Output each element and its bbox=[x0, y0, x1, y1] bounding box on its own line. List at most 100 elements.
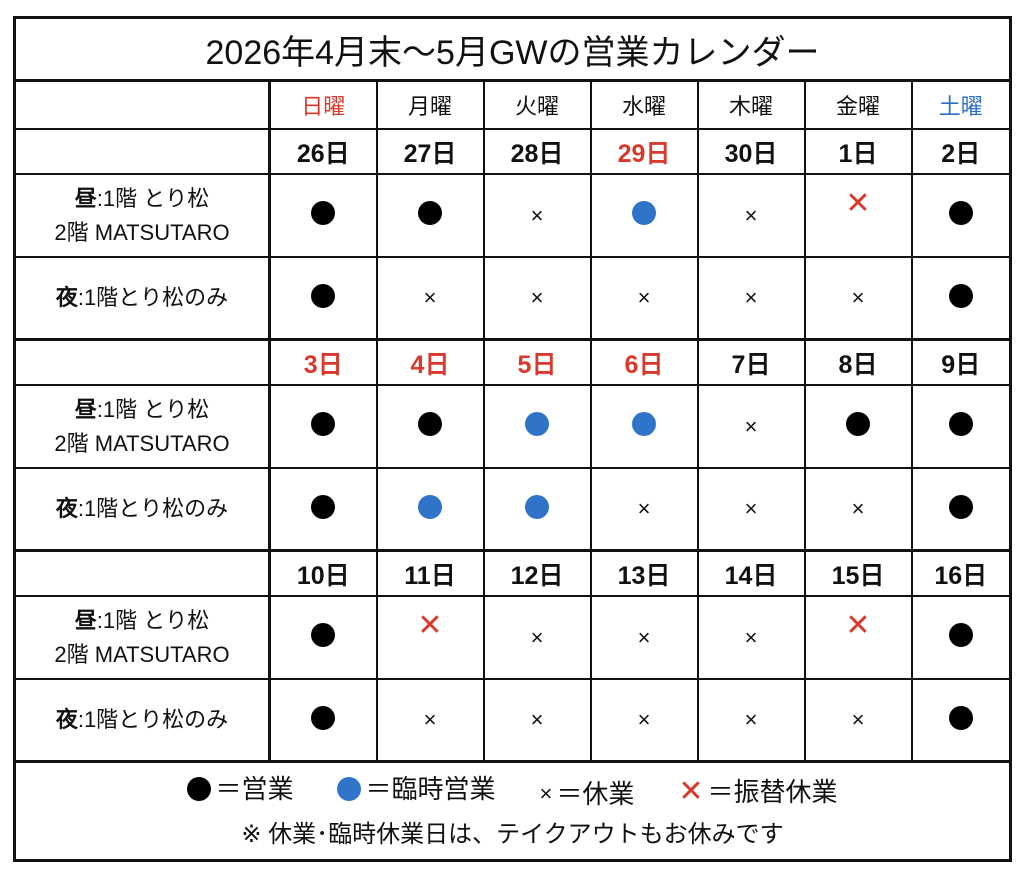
lunch-bold: 昼 bbox=[74, 607, 97, 633]
dinner-row: 夜:1階とり松のみ × × × × × bbox=[13, 256, 1012, 341]
date-cell: 16日 bbox=[910, 549, 1012, 597]
dinner-bold: 夜 bbox=[55, 707, 78, 732]
temporary-open-mark-icon bbox=[525, 412, 549, 436]
open-mark-icon bbox=[187, 776, 212, 801]
date-row: 10日 11日 12日 13日 14日 15日 16日 bbox=[13, 549, 1012, 597]
status-cell: × bbox=[589, 595, 699, 680]
date-cell: 11日 bbox=[375, 549, 485, 597]
status-cell: ✕ bbox=[803, 595, 913, 680]
status-cell bbox=[910, 256, 1012, 341]
status-cell bbox=[482, 467, 592, 552]
lunch-row: 昼:1階 とり松 2階 MATSUTARO × bbox=[13, 384, 1012, 469]
open-mark-icon bbox=[948, 623, 973, 647]
date-cell: 9日 bbox=[910, 338, 1012, 386]
closed-mark-icon: × bbox=[744, 707, 758, 732]
open-mark-icon bbox=[948, 283, 973, 308]
status-cell: × bbox=[696, 256, 806, 341]
weekday-header: 木曜 bbox=[696, 79, 806, 130]
status-cell: × bbox=[589, 467, 699, 552]
status-cell: × bbox=[589, 678, 699, 763]
date-row: 3日 4日 5日 6日 7日 8日 9日 bbox=[13, 338, 1012, 386]
lunch-label-line2: 2階 MATSUTARO bbox=[54, 641, 230, 667]
date-cell: 29日 bbox=[589, 128, 699, 175]
legend-label: ＝振替休業 bbox=[707, 776, 838, 807]
temporary-open-mark-icon bbox=[337, 776, 362, 801]
dinner-label: 夜:1階とり松のみ bbox=[13, 467, 271, 552]
closed-mark-icon: × bbox=[851, 707, 865, 732]
status-cell: × bbox=[803, 256, 913, 341]
closed-mark-icon: × bbox=[530, 707, 544, 732]
closed-mark-icon: × bbox=[530, 624, 544, 650]
weekday-header: 日曜 bbox=[268, 79, 378, 130]
substitute-closed-mark-icon: ✕ bbox=[417, 609, 443, 642]
lunch-bold: 昼 bbox=[74, 185, 97, 211]
status-cell bbox=[268, 467, 378, 552]
dinner-text: :1階とり松のみ bbox=[77, 496, 229, 521]
status-cell bbox=[589, 384, 699, 469]
closed-mark-icon: × bbox=[530, 285, 544, 310]
substitute-closed-mark-icon: ✕ bbox=[678, 774, 704, 808]
date-cell: 30日 bbox=[696, 128, 806, 175]
open-mark-icon bbox=[846, 412, 870, 436]
calendar-title: 2026年4月末〜5月GWの営業カレンダー bbox=[13, 16, 1012, 82]
open-mark-icon bbox=[311, 201, 336, 225]
closed-mark-icon: × bbox=[637, 624, 651, 650]
status-cell: × bbox=[803, 678, 913, 763]
closed-mark-icon: × bbox=[744, 202, 758, 228]
status-cell: ✕ bbox=[375, 595, 485, 680]
lunch-label: 昼:1階 とり松 2階 MATSUTARO bbox=[13, 384, 271, 469]
legend-item-temp: ＝臨時営業 bbox=[337, 768, 496, 810]
status-cell bbox=[268, 595, 378, 680]
legend-item-sub: ✕ ＝振替休業 bbox=[678, 771, 837, 813]
status-cell bbox=[375, 173, 485, 258]
date-cell: 10日 bbox=[268, 549, 378, 597]
takeout-note: ※ 休業･臨時休業日は、テイクアウトもお休みです bbox=[241, 820, 784, 848]
closed-mark-icon: × bbox=[637, 496, 651, 521]
weekday-header: 月曜 bbox=[375, 79, 485, 130]
date-cell: 3日 bbox=[268, 338, 378, 386]
legend: ＝営業 ＝臨時営業 × ＝休業 ✕ ＝振替休業 bbox=[16, 768, 1009, 815]
date-row: 26日 27日 28日 29日 30日 1日 2日 bbox=[13, 128, 1012, 175]
date-cell: 6日 bbox=[589, 338, 699, 386]
legend-label: ＝臨時営業 bbox=[365, 773, 496, 804]
open-mark-icon bbox=[311, 283, 336, 308]
dinner-row: 夜:1階とり松のみ × × × bbox=[13, 467, 1012, 552]
closed-mark-icon: × bbox=[423, 285, 437, 310]
business-calendar: 2026年4月末〜5月GWの営業カレンダー 日曜 月曜 火曜 水曜 木曜 金曜 土曜 26日 2… bbox=[13, 16, 1012, 862]
dinner-text: :1階とり松のみ bbox=[77, 285, 229, 310]
dinner-label: 夜:1階とり松のみ bbox=[13, 678, 271, 763]
status-cell: × bbox=[375, 678, 485, 763]
temporary-open-mark-icon bbox=[418, 494, 442, 519]
closed-mark-icon: × bbox=[851, 496, 865, 521]
dinner-bold: 夜 bbox=[55, 496, 78, 521]
date-cell: 26日 bbox=[268, 128, 378, 175]
status-cell: × bbox=[803, 467, 913, 552]
lunch-label-line2: 2階 MATSUTARO bbox=[54, 430, 230, 456]
lunch-bold: 昼 bbox=[74, 396, 97, 422]
lunch-row: 昼:1階 とり松 2階 MATSUTARO ✕ × × × ✕ bbox=[13, 595, 1012, 680]
status-cell bbox=[910, 678, 1012, 763]
status-cell bbox=[910, 467, 1012, 552]
open-mark-icon bbox=[948, 201, 973, 225]
status-cell bbox=[375, 467, 485, 552]
lunch-label-line1: 昼:1階 とり松 bbox=[16, 604, 268, 638]
status-cell: × bbox=[375, 256, 485, 341]
open-mark-icon bbox=[418, 412, 442, 436]
status-cell bbox=[910, 173, 1012, 258]
open-mark-icon bbox=[311, 494, 336, 519]
open-mark-icon bbox=[948, 412, 973, 436]
weekday-header: 金曜 bbox=[803, 79, 913, 130]
closed-mark-icon: × bbox=[851, 285, 865, 310]
status-cell: × bbox=[482, 256, 592, 341]
lunch-label-line2: 2階 MATSUTARO bbox=[54, 219, 230, 245]
temporary-open-mark-icon bbox=[632, 412, 656, 436]
dinner-text: :1階とり松のみ bbox=[77, 707, 229, 732]
open-mark-icon bbox=[311, 705, 336, 730]
closed-mark-icon: × bbox=[637, 707, 651, 732]
date-cell: 4日 bbox=[375, 338, 485, 386]
empty-cell bbox=[13, 549, 271, 597]
closed-mark-icon: × bbox=[744, 624, 758, 650]
temporary-open-mark-icon bbox=[632, 201, 656, 225]
status-cell bbox=[375, 384, 485, 469]
lunch-label: 昼:1階 とり松 2階 MATSUTARO bbox=[13, 173, 271, 258]
